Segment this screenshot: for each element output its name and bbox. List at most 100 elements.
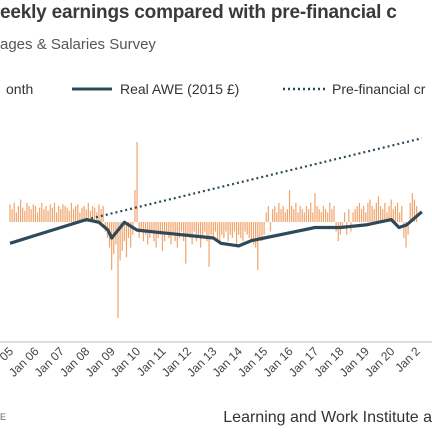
bar: [261, 222, 263, 242]
bar: [62, 204, 64, 222]
bar: [341, 222, 344, 229]
bar: [373, 209, 375, 222]
bar: [379, 206, 382, 222]
bar: [225, 222, 227, 232]
bar: [47, 210, 49, 222]
bar: [219, 222, 221, 245]
bar: [111, 222, 113, 270]
bar: [64, 206, 66, 222]
bar: [403, 222, 405, 238]
bar: [269, 222, 272, 232]
bar: [354, 209, 356, 222]
bar: [297, 212, 299, 222]
legend-label: onth: [6, 81, 33, 97]
bar: [365, 212, 367, 222]
bar: [81, 207, 83, 222]
bar: [248, 222, 250, 238]
bar: [371, 206, 373, 222]
bar: [331, 209, 333, 222]
bar: [333, 206, 335, 222]
bar: [13, 202, 15, 222]
bar: [98, 204, 100, 222]
chart-subtitle: ages & Salaries Survey: [0, 36, 156, 53]
bar: [259, 222, 261, 238]
bar: [386, 212, 388, 222]
bar: [316, 206, 318, 222]
bar: [83, 206, 85, 222]
bar: [144, 222, 147, 235]
bar: [189, 222, 191, 238]
footer-credit: Learning and Work Institute a: [223, 409, 432, 426]
legend-label: Pre-financial cr: [332, 81, 426, 97]
bar: [307, 209, 310, 222]
bar: [329, 202, 331, 222]
x-tick-label: Jan 2: [392, 344, 423, 375]
bar: [87, 202, 89, 222]
bar: [75, 206, 77, 222]
bar: [303, 212, 305, 222]
bar: [53, 202, 56, 222]
bar: [238, 222, 240, 235]
x-tick-label: Jan 20: [362, 344, 398, 380]
bar: [405, 222, 407, 248]
bar: [202, 222, 204, 238]
bar: [244, 222, 246, 232]
bar: [15, 212, 17, 222]
bar: [39, 207, 41, 222]
bar: [401, 206, 403, 222]
bar: [66, 207, 68, 222]
bar: [147, 222, 149, 245]
bar: [320, 212, 322, 222]
bar: [140, 222, 142, 232]
bar: [318, 209, 320, 222]
bar: [17, 206, 20, 222]
bar: [227, 222, 229, 242]
bar: [252, 222, 255, 245]
bar: [34, 206, 37, 222]
bar: [415, 206, 418, 222]
bar: [26, 202, 28, 222]
bar: [367, 202, 369, 222]
bar: [299, 206, 301, 222]
bar: [293, 209, 295, 222]
bar: [123, 222, 125, 242]
bar: [168, 222, 170, 238]
bar: [204, 222, 206, 232]
bar: [322, 206, 325, 222]
bar: [102, 206, 104, 222]
bar: [301, 209, 303, 222]
bar: [193, 222, 195, 232]
bar: [166, 222, 168, 232]
bar: [284, 212, 286, 222]
bar: [24, 210, 26, 222]
bar: [263, 222, 265, 235]
bar: [119, 222, 121, 261]
bar: [89, 210, 92, 222]
bar: [136, 142, 138, 222]
bar: [199, 222, 202, 248]
bar: [45, 206, 47, 222]
bar: [51, 207, 53, 222]
bar: [388, 206, 390, 222]
bar: [382, 209, 384, 222]
bar: [337, 222, 339, 242]
bar: [77, 204, 79, 222]
bar: [183, 222, 185, 242]
bar: [32, 204, 34, 222]
bar: [375, 202, 377, 222]
bar: [278, 202, 280, 222]
bar: [360, 209, 363, 222]
bar: [130, 222, 132, 248]
bar: [60, 209, 62, 222]
bar: [255, 222, 257, 248]
bar: [72, 209, 75, 222]
bar: [246, 222, 248, 235]
bar: [229, 222, 231, 235]
bar: [19, 199, 22, 222]
bar: [155, 222, 157, 248]
bar: [159, 222, 161, 235]
bar: [134, 190, 136, 222]
bar: [30, 209, 32, 222]
bar: [185, 222, 187, 264]
bar: [91, 206, 94, 222]
